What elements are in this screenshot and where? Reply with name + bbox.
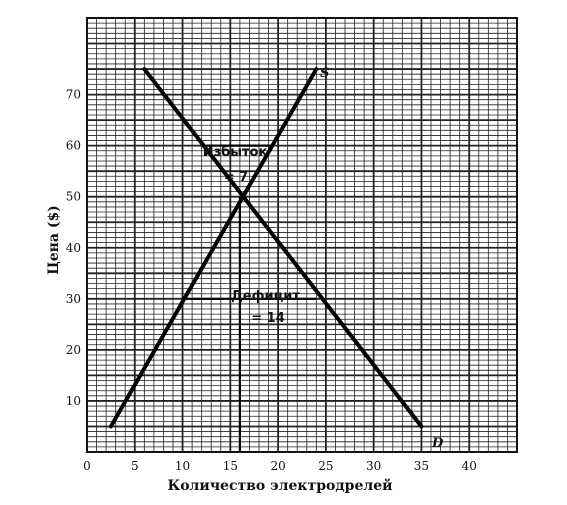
tick-labels: 0 5 10 15 20 25 30 35 40 10 20 30 40 50 60 70 bbox=[66, 88, 477, 473]
y-tick-label: 60 bbox=[66, 139, 81, 153]
x-tick-label: 30 bbox=[366, 459, 381, 473]
y-tick-label: 10 bbox=[66, 394, 81, 408]
x-tick-label: 25 bbox=[318, 459, 333, 473]
supply-curve bbox=[108, 67, 319, 429]
plot-frame bbox=[86, 17, 518, 453]
y-tick-label: 40 bbox=[66, 241, 81, 255]
x-tick-label: 0 bbox=[83, 459, 91, 473]
x-tick-label: 40 bbox=[462, 459, 477, 473]
shortage-label: Дефицит. bbox=[231, 289, 305, 304]
x-tick-label: 15 bbox=[223, 459, 238, 473]
x-tick-label: 20 bbox=[270, 459, 285, 473]
annotation-lines bbox=[182, 144, 317, 452]
x-tick-label: 35 bbox=[414, 459, 429, 473]
x-tick-label: 5 bbox=[131, 459, 139, 473]
shortage-value: = 14 bbox=[251, 311, 285, 326]
demand-curve-label: D bbox=[431, 436, 444, 451]
surplus-value: = 7 bbox=[224, 170, 248, 185]
series-lines bbox=[108, 67, 424, 429]
y-tick-label: 50 bbox=[66, 190, 81, 204]
y-tick-label: 20 bbox=[66, 343, 81, 357]
x-tick-label: 10 bbox=[175, 459, 190, 473]
y-tick-label: 70 bbox=[66, 88, 81, 102]
y-axis-label: Цена ($) bbox=[46, 205, 62, 275]
y-tick-label: 30 bbox=[66, 292, 81, 306]
x-axis-label: Количество электродрелей bbox=[167, 477, 392, 494]
demand-curve bbox=[142, 67, 424, 429]
supply-curve-label: S bbox=[320, 66, 329, 81]
surplus-label: Избыток bbox=[203, 145, 268, 160]
